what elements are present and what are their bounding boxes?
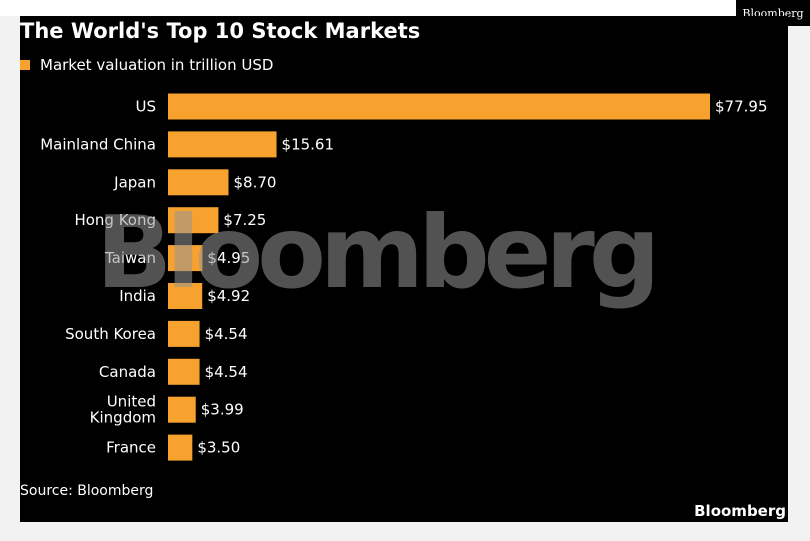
chart-panel: The World's Top 10 Stock Markets Market … xyxy=(20,16,788,522)
bar-6 xyxy=(168,320,200,347)
value-label: $7.25 xyxy=(223,211,266,229)
top-bar xyxy=(0,0,810,16)
bar-2 xyxy=(168,169,229,196)
category-label: Taiwan xyxy=(104,249,156,267)
category-label: Hong Kong xyxy=(74,211,156,229)
category-label: Japan xyxy=(113,173,156,191)
bar-5 xyxy=(168,283,203,309)
category-label: Canada xyxy=(99,363,156,381)
brand-logo: Bloomberg xyxy=(694,502,786,520)
category-label: South Korea xyxy=(65,325,156,343)
source-note: Source: Bloomberg xyxy=(20,483,154,499)
value-label: $4.92 xyxy=(207,287,250,305)
bar-7 xyxy=(168,358,200,385)
bar-4 xyxy=(168,245,203,272)
category-label: Mainland China xyxy=(40,135,156,153)
bar-9 xyxy=(168,434,193,461)
bar-8 xyxy=(168,396,196,423)
category-label: India xyxy=(119,287,156,305)
bar-3 xyxy=(168,207,219,234)
value-label: $15.61 xyxy=(282,135,335,153)
bar-1 xyxy=(168,131,277,158)
value-label: $3.50 xyxy=(197,439,240,457)
value-label: $4.54 xyxy=(205,363,248,381)
chart-legend: Market valuation in trillion USD xyxy=(20,56,273,74)
legend-label: Market valuation in trillion USD xyxy=(40,56,274,74)
category-label: France xyxy=(106,439,156,457)
category-label: United Kingdom xyxy=(90,393,156,427)
value-label: $4.54 xyxy=(205,325,248,343)
value-label: $77.95 xyxy=(715,98,768,116)
value-label: $8.70 xyxy=(233,173,276,191)
legend-swatch xyxy=(20,60,30,70)
value-label: $4.95 xyxy=(207,249,250,267)
chart-title: The World's Top 10 Stock Markets xyxy=(20,19,421,43)
bar-chart: US $77.95 Mainland China $15.61 Japan $8.70 Ho… xyxy=(40,93,768,461)
category-label: US xyxy=(135,98,156,116)
value-label: $3.99 xyxy=(201,401,244,419)
bar-0 xyxy=(168,93,710,120)
